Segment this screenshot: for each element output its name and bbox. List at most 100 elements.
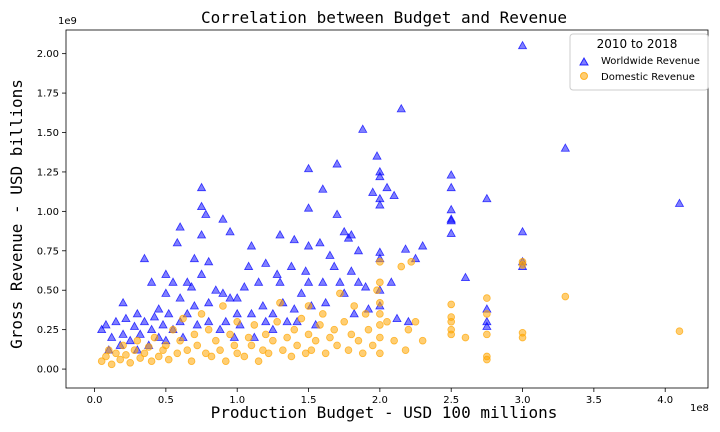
- y-tick-label: 0.75: [37, 246, 59, 257]
- domestic-revenue-point: [376, 310, 384, 318]
- worldwide-revenue-point: [286, 261, 297, 270]
- domestic-revenue-point: [233, 349, 242, 358]
- legend-label-domestic: Domestic Revenue: [601, 72, 695, 83]
- domestic-revenue-point: [407, 258, 416, 266]
- x-axis-label: Production Budget - USD 100 millions: [211, 403, 558, 422]
- worldwide-revenue-point: [182, 277, 192, 286]
- domestic-revenue-point: [290, 325, 299, 334]
- worldwide-revenue-point: [106, 332, 117, 341]
- domestic-revenue-point: [297, 314, 306, 323]
- domestic-revenue-point: [483, 355, 491, 364]
- worldwide-revenue-point: [400, 244, 411, 253]
- domestic-revenue-point: [150, 333, 159, 342]
- domestic-revenue-point: [226, 330, 234, 339]
- domestic-revenue-point: [376, 321, 384, 329]
- domestic-revenue-point: [561, 292, 570, 301]
- domestic-revenue-point: [197, 310, 206, 318]
- domestic-revenue-point: [483, 294, 491, 302]
- domestic-revenue-point: [344, 346, 353, 354]
- y-tick-label: 1.50: [37, 128, 59, 139]
- worldwide-revenue-point: [164, 308, 174, 318]
- chart-title: Correlation between Budget and Revenue: [201, 8, 567, 27]
- worldwide-revenue-point: [353, 245, 364, 255]
- worldwide-revenue-point: [132, 308, 143, 318]
- domestic-revenue-point: [126, 358, 134, 367]
- worldwide-revenue-point: [225, 293, 235, 302]
- domestic-revenue-point: [316, 321, 324, 329]
- worldwide-revenue-point: [175, 293, 185, 302]
- legend-title: 2010 to 2018: [597, 37, 678, 51]
- domestic-revenue-point: [212, 336, 220, 345]
- domestic-revenue-point: [350, 302, 358, 310]
- domestic-revenue-point: [247, 341, 256, 350]
- domestic-revenue-point: [301, 349, 310, 358]
- domestic-revenue-point: [97, 357, 106, 365]
- domestic-revenue-point: [119, 341, 127, 350]
- worldwide-revenue-point: [221, 316, 231, 326]
- worldwide-revenue-point: [232, 293, 242, 302]
- domestic-revenue-point: [273, 317, 281, 326]
- worldwide-revenue-point: [517, 40, 528, 50]
- worldwide-revenue-point: [417, 241, 428, 250]
- domestic-revenue-point: [340, 317, 349, 326]
- worldwide-revenue-point: [318, 277, 328, 286]
- worldwide-revenue-point: [335, 277, 345, 286]
- worldwide-revenue-point: [325, 250, 335, 259]
- worldwide-revenue-point: [303, 203, 314, 212]
- worldwide-revenue-point: [258, 300, 268, 310]
- worldwide-revenue-point: [246, 241, 257, 250]
- domestic-revenue-point: [105, 346, 113, 354]
- worldwide-revenue-point: [118, 297, 128, 307]
- x-offset-label: 1e8: [690, 403, 709, 414]
- domestic-revenue-point: [326, 333, 334, 342]
- domestic-revenue-point: [230, 341, 239, 350]
- worldwide-revenue-point: [239, 282, 250, 291]
- worldwide-revenue-point: [346, 266, 357, 275]
- legend-triangle-marker: [579, 56, 589, 66]
- worldwide-revenue-point: [121, 313, 131, 323]
- worldwide-revenue-point: [125, 335, 135, 345]
- legend: 2010 to 2018 Worldwide Revenue Domestic …: [569, 33, 709, 91]
- worldwide-revenue-point: [375, 171, 385, 181]
- x-tick-label: 4.0: [657, 395, 673, 406]
- worldwide-revenue-point: [482, 193, 492, 203]
- domestic-revenue-point: [130, 346, 139, 354]
- worldwide-revenue-point: [232, 308, 242, 318]
- worldwide-revenue-point: [146, 277, 157, 286]
- worldwide-revenue-point: [517, 226, 528, 236]
- domestic-revenue-point: [136, 354, 144, 362]
- domestic-revenue-point: [418, 336, 427, 345]
- x-tick-label: 3.0: [515, 395, 531, 406]
- worldwide-revenue-point: [372, 151, 382, 160]
- worldwide-revenue-point: [339, 226, 349, 236]
- domestic-revenue-point: [169, 325, 177, 334]
- worldwide-revenue-point: [201, 209, 211, 218]
- worldwide-revenue-point: [315, 237, 325, 247]
- domestic-revenue-point: [304, 330, 313, 339]
- domestic-revenue-point: [187, 357, 196, 365]
- domestic-revenue-point: [518, 333, 527, 342]
- worldwide-revenue-point: [96, 324, 107, 334]
- worldwide-revenue-point: [303, 163, 314, 173]
- worldwide-revenue-point: [203, 316, 214, 326]
- worldwide-revenue-point: [272, 269, 282, 278]
- domestic-revenue-point: [373, 286, 381, 295]
- domestic-revenue-point: [376, 349, 384, 358]
- domestic-revenue-point: [397, 262, 406, 271]
- worldwide-revenue-point: [389, 190, 399, 199]
- worldwide-revenue-point: [296, 288, 307, 297]
- domestic-revenue-point: [483, 310, 491, 318]
- domestic-revenue-point: [376, 333, 384, 342]
- x-tick-label: 0.5: [158, 395, 174, 406]
- worldwide-revenue-point: [168, 277, 178, 286]
- worldwide-revenue-point: [118, 329, 128, 338]
- domestic-revenue-point: [376, 299, 384, 307]
- domestic-revenue-point: [254, 357, 263, 365]
- worldwide-revenue-point: [560, 143, 571, 152]
- domestic-revenue-point: [147, 357, 156, 365]
- domestic-revenue-point: [233, 317, 242, 326]
- y-offset-label: 1e9: [58, 16, 77, 27]
- domestic-revenue-point: [190, 330, 199, 339]
- x-tick-label: 2.5: [443, 395, 459, 406]
- domestic-revenue-point: [261, 330, 270, 339]
